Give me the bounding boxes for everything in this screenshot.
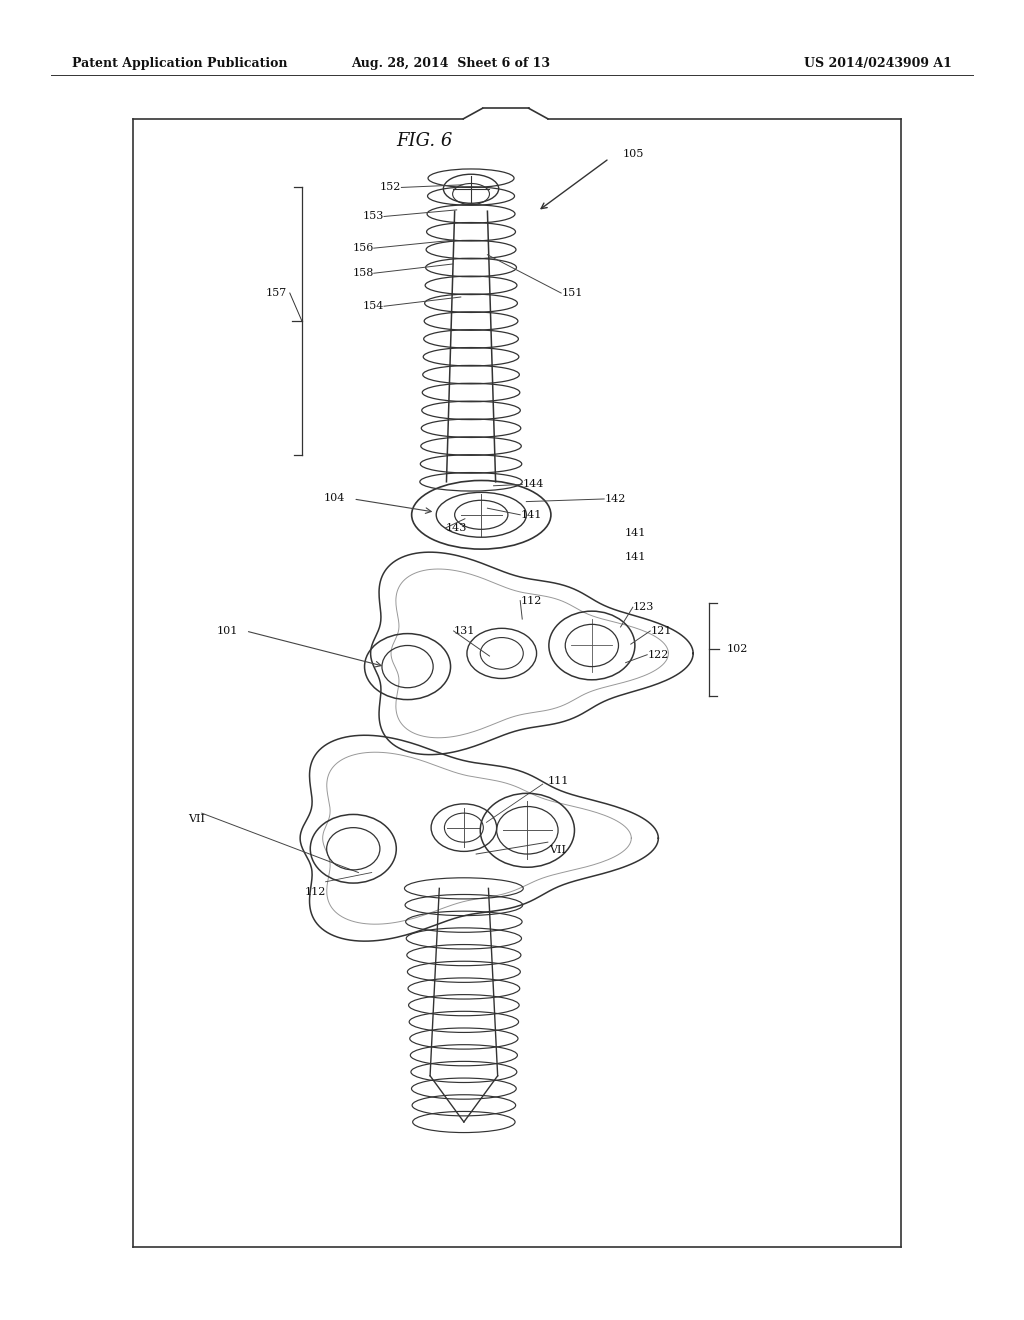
Text: 102: 102	[727, 644, 749, 655]
Text: Patent Application Publication: Patent Application Publication	[72, 57, 287, 70]
Text: 141: 141	[625, 552, 646, 562]
Text: 123: 123	[633, 602, 654, 612]
Text: VII: VII	[188, 814, 205, 825]
Text: 156: 156	[352, 243, 374, 253]
Text: 153: 153	[362, 211, 384, 222]
Text: 158: 158	[352, 268, 374, 279]
Text: 104: 104	[324, 492, 345, 503]
Text: 122: 122	[647, 649, 669, 660]
Text: 143: 143	[445, 523, 467, 533]
Text: 112: 112	[520, 595, 542, 606]
Text: 121: 121	[650, 626, 672, 636]
Text: 144: 144	[522, 479, 544, 490]
Text: 142: 142	[604, 494, 626, 504]
Text: 141: 141	[625, 528, 646, 539]
Text: 111: 111	[548, 776, 569, 787]
Text: 131: 131	[454, 626, 475, 636]
Text: 154: 154	[362, 301, 384, 312]
Text: 101: 101	[216, 626, 238, 636]
Text: 152: 152	[380, 182, 401, 193]
Text: Aug. 28, 2014  Sheet 6 of 13: Aug. 28, 2014 Sheet 6 of 13	[351, 57, 550, 70]
Text: 151: 151	[561, 288, 583, 298]
Text: 105: 105	[623, 149, 644, 160]
Text: FIG. 6: FIG. 6	[396, 132, 454, 150]
Text: 141: 141	[520, 510, 542, 520]
Text: VII: VII	[550, 845, 566, 855]
Text: 157: 157	[265, 288, 287, 298]
Text: US 2014/0243909 A1: US 2014/0243909 A1	[805, 57, 952, 70]
Text: 112: 112	[305, 887, 326, 898]
